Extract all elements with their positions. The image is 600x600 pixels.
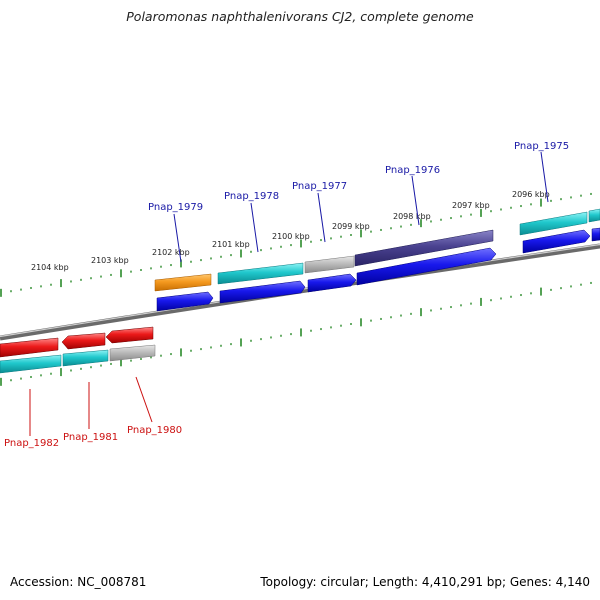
leader-line: [411, 175, 420, 226]
gene-arrow-pnap-1981[interactable]: [61, 332, 106, 350]
kbp-label: 2104 kbp: [31, 263, 69, 272]
feature-bar-gray[interactable]: [109, 344, 156, 362]
gene-label-pnap-1980[interactable]: Pnap_1980: [127, 425, 182, 436]
gene-arrow-pnap-1976[interactable]: [356, 247, 497, 286]
upper-feature-track: [154, 208, 600, 292]
feature-bar-cyan[interactable]: [0, 354, 62, 374]
gene-label-pnap-1976[interactable]: Pnap_1976: [385, 165, 440, 176]
gene-label-pnap-1981[interactable]: Pnap_1981: [63, 432, 118, 443]
top-gene-labels: Pnap_1979 Pnap_1978 Pnap_1977 Pnap_1976 …: [148, 141, 569, 263]
kbp-label: 2098 kbp: [393, 212, 431, 221]
gene-arrow-pnap-1980[interactable]: [105, 326, 154, 344]
gene-label-pnap-1975[interactable]: Pnap_1975: [514, 141, 569, 152]
gene-arrow[interactable]: [591, 227, 600, 242]
gene-label-pnap-1982[interactable]: Pnap_1982: [4, 438, 59, 449]
feature-bar-gray[interactable]: [304, 255, 355, 274]
lower-feature-track: [0, 344, 156, 374]
gene-arrow-pnap-1975[interactable]: [522, 229, 591, 254]
kbp-label: 2100 kbp: [272, 232, 310, 241]
kbp-label: 2096 kbp: [512, 190, 550, 199]
map-title: Polaromonas naphthalenivorans CJ2, compl…: [126, 9, 474, 24]
feature-bar-cyan[interactable]: [62, 349, 109, 367]
kbp-label: 2103 kbp: [91, 256, 129, 265]
kbp-label: 2099 kbp: [332, 222, 370, 231]
leader-line: [540, 151, 549, 203]
kbp-label: 2102 kbp: [152, 248, 190, 257]
gene-label-pnap-1977[interactable]: Pnap_1977: [292, 181, 347, 192]
feature-bar-purple[interactable]: [354, 229, 494, 267]
gene-arrow-pnap-1979[interactable]: [156, 291, 214, 312]
kbp-label: 2101 kbp: [212, 240, 250, 249]
kbp-label: 2097 kbp: [452, 201, 490, 210]
feature-bar-orange[interactable]: [154, 273, 212, 292]
feature-bar-cyan[interactable]: [519, 211, 588, 236]
genome-info-text: Topology: circular; Length: 4,410,291 bp…: [260, 575, 590, 589]
bottom-tick-ruler: [0, 281, 592, 386]
bottom-gene-labels: Pnap_1982 Pnap_1981 Pnap_1980: [4, 376, 182, 449]
accession-text: Accession: NC_008781: [10, 575, 147, 589]
feature-bar-cyan[interactable]: [217, 262, 304, 285]
leader-line: [250, 202, 259, 253]
feature-bar-cyan[interactable]: [588, 208, 600, 223]
gene-arrow-pnap-1978[interactable]: [219, 280, 306, 304]
leader-line: [317, 192, 326, 243]
gene-arrow-pnap-1977[interactable]: [307, 273, 357, 293]
gene-label-pnap-1979[interactable]: Pnap_1979: [148, 202, 203, 213]
forward-gene-track: [156, 227, 600, 312]
kbp-labels: 2104 kbp 2103 kbp 2102 kbp 2101 kbp 2100…: [31, 190, 550, 272]
reverse-gene-track: [0, 326, 154, 358]
leader-line: [173, 213, 182, 263]
leader-line: [135, 376, 153, 423]
gene-arrow-pnap-1982[interactable]: [0, 337, 59, 358]
gene-label-pnap-1978[interactable]: Pnap_1978: [224, 191, 279, 202]
